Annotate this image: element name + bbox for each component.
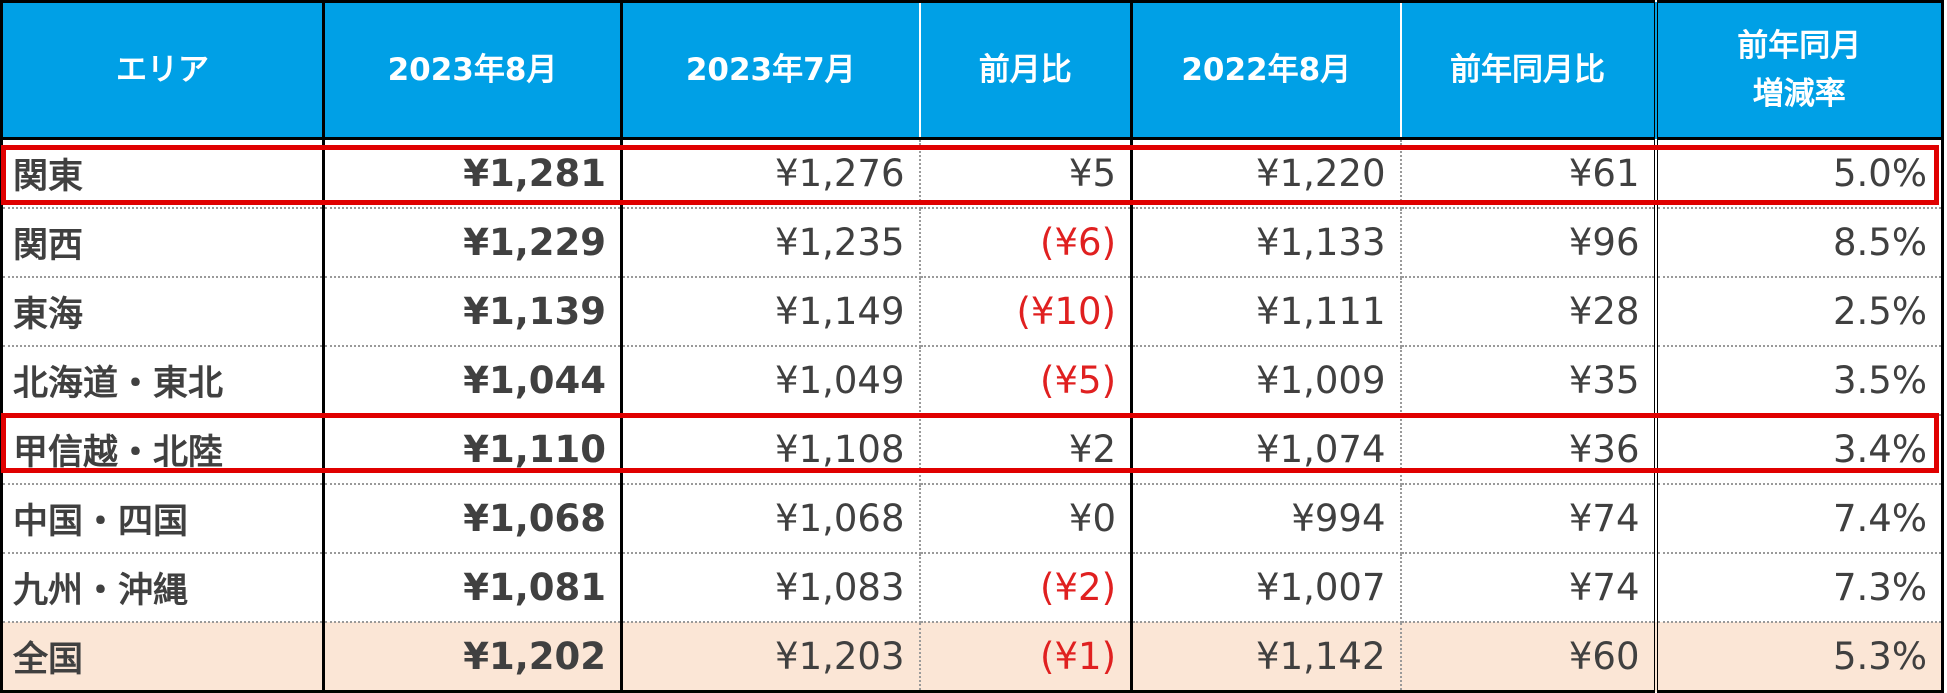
- header-jul-2023: 2023年7月: [620, 1, 921, 139]
- cell-aug-2022: ¥1,142: [1131, 622, 1402, 693]
- cell-jul-2023: ¥1,068: [621, 484, 921, 554]
- cell-aug-2023: ¥1,044: [323, 346, 623, 416]
- cell-year-over-year: ¥28: [1400, 277, 1658, 347]
- cell-yoy-rate: 2.5%: [1655, 277, 1944, 347]
- cell-jul-2023: ¥1,203: [621, 622, 921, 693]
- cell-area: 関西: [0, 208, 325, 278]
- cell-area: 甲信越・北陸: [0, 415, 325, 485]
- cell-aug-2022: ¥1,133: [1131, 208, 1402, 278]
- cell-jul-2023: ¥1,235: [621, 208, 921, 278]
- cell-year-over-year: ¥35: [1400, 346, 1658, 416]
- cell-year-over-year: ¥96: [1400, 208, 1658, 278]
- cell-area: 全国: [0, 622, 325, 693]
- header-yoy-rate: 前年同月 増減率: [1654, 1, 1944, 139]
- table-row: 北海道・東北 ¥1,044 ¥1,049 (¥5) ¥1,009 ¥35 3.5%: [0, 346, 1944, 416]
- cell-aug-2022: ¥1,111: [1131, 277, 1402, 347]
- cell-year-over-year: ¥61: [1400, 138, 1658, 209]
- cell-aug-2023: ¥1,202: [323, 622, 623, 693]
- table-row: 関西 ¥1,229 ¥1,235 (¥6) ¥1,133 ¥96 8.5%: [0, 208, 1944, 278]
- table-row: 東海 ¥1,139 ¥1,149 (¥10) ¥1,111 ¥28 2.5%: [0, 277, 1944, 347]
- cell-area: 北海道・東北: [0, 346, 325, 416]
- cell-yoy-rate: 5.0%: [1655, 138, 1944, 209]
- cell-aug-2022: ¥1,074: [1131, 415, 1402, 485]
- header-yoy-rate-line1: 前年同月: [1737, 28, 1862, 64]
- header-yoy-rate-line2: 増減率: [1752, 76, 1846, 112]
- cell-year-over-year: ¥74: [1400, 484, 1658, 554]
- cell-area: 九州・沖縄: [0, 553, 325, 623]
- table-row: 関東 ¥1,281 ¥1,276 ¥5 ¥1,220 ¥61 5.0%: [0, 138, 1944, 209]
- table-row: 甲信越・北陸 ¥1,110 ¥1,108 ¥2 ¥1,074 ¥36 3.4%: [0, 415, 1944, 485]
- cell-jul-2023: ¥1,276: [621, 138, 921, 209]
- cell-aug-2023: ¥1,110: [323, 415, 623, 485]
- header-month-over-month: 前月比: [918, 1, 1133, 139]
- cell-yoy-rate: 5.3%: [1655, 622, 1944, 693]
- table-row: 九州・沖縄 ¥1,081 ¥1,083 (¥2) ¥1,007 ¥74 7.3%: [0, 553, 1944, 623]
- cell-aug-2022: ¥1,007: [1131, 553, 1402, 623]
- header-area: エリア: [0, 1, 325, 139]
- header-aug-2023: 2023年8月: [322, 1, 623, 139]
- cell-year-over-year: ¥60: [1400, 622, 1658, 693]
- cell-aug-2022: ¥994: [1131, 484, 1402, 554]
- cell-area: 関東: [0, 138, 325, 209]
- cell-month-over-month: ¥5: [919, 138, 1133, 209]
- header-row: エリア 2023年8月 2023年7月 前月比 2022年8月 前年同月比 前年…: [0, 1, 1944, 139]
- cell-area: 中国・四国: [0, 484, 325, 554]
- cell-yoy-rate: 7.3%: [1655, 553, 1944, 623]
- cell-aug-2023: ¥1,081: [323, 553, 623, 623]
- cell-month-over-month: ¥0: [919, 484, 1133, 554]
- cell-month-over-month: (¥5): [919, 346, 1133, 416]
- cell-month-over-month: ¥2: [919, 415, 1133, 485]
- cell-yoy-rate: 3.4%: [1655, 415, 1944, 485]
- cell-yoy-rate: 7.4%: [1655, 484, 1944, 554]
- table-row: 中国・四国 ¥1,068 ¥1,068 ¥0 ¥994 ¥74 7.4%: [0, 484, 1944, 554]
- cell-year-over-year: ¥36: [1400, 415, 1658, 485]
- cell-year-over-year: ¥74: [1400, 553, 1658, 623]
- total-row: 全国 ¥1,202 ¥1,203 (¥1) ¥1,142 ¥60 5.3%: [0, 622, 1944, 693]
- cell-jul-2023: ¥1,049: [621, 346, 921, 416]
- cell-month-over-month: (¥2): [919, 553, 1133, 623]
- cell-month-over-month: (¥1): [919, 622, 1133, 693]
- cell-jul-2023: ¥1,149: [621, 277, 921, 347]
- cell-aug-2023: ¥1,139: [323, 277, 623, 347]
- cell-jul-2023: ¥1,108: [621, 415, 921, 485]
- cell-month-over-month: (¥6): [919, 208, 1133, 278]
- cell-month-over-month: (¥10): [919, 277, 1133, 347]
- cell-yoy-rate: 8.5%: [1655, 208, 1944, 278]
- cell-yoy-rate: 3.5%: [1655, 346, 1944, 416]
- cell-area: 東海: [0, 277, 325, 347]
- cell-jul-2023: ¥1,083: [621, 553, 921, 623]
- header-year-over-year: 前年同月比: [1399, 1, 1658, 139]
- cell-aug-2023: ¥1,229: [323, 208, 623, 278]
- cell-aug-2023: ¥1,068: [323, 484, 623, 554]
- cell-aug-2023: ¥1,281: [323, 138, 623, 209]
- cell-aug-2022: ¥1,220: [1131, 138, 1402, 209]
- header-aug-2022: 2022年8月: [1130, 1, 1402, 139]
- cell-aug-2022: ¥1,009: [1131, 346, 1402, 416]
